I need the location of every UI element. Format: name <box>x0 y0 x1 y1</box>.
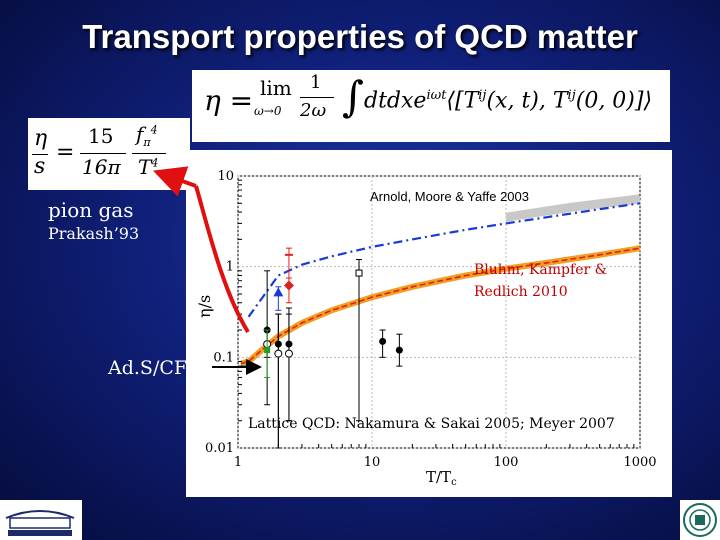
eta-kubo-formula: η = lim ω→0 1 2ω ∫ dtdxeiωt⟨[Tij(x, t), … <box>192 70 670 142</box>
eta-num: η <box>34 126 48 151</box>
slide-title: Transport properties of QCD matter <box>82 18 638 55</box>
point-layer <box>263 247 403 449</box>
frac-bar <box>300 97 334 98</box>
lattice-point-open-circle <box>274 349 283 358</box>
frac-numerator: 1 <box>310 72 322 93</box>
y-tick-label: 1 <box>226 260 234 275</box>
lattice-point-filled-circle <box>395 346 403 354</box>
adscft-label: Ad.S/CFT <box>108 357 200 379</box>
lattice-point-green-square <box>264 347 271 354</box>
f-pi: fπ4 <box>136 122 158 149</box>
y-tick-label: 0.1 <box>213 350 234 365</box>
integrand: dtdxeiωt⟨[Tij(x, t), Tij(0, 0)]⟩ <box>364 88 653 114</box>
eta-symbol: η = <box>204 84 254 117</box>
integral-sign: ∫ <box>342 72 364 121</box>
y-axis-label: η/s <box>195 295 214 318</box>
x-tick-label: 1000 <box>623 455 656 470</box>
equals-sign: = <box>56 140 75 165</box>
bluhm-label-line1: Bluhm, Kampfer & <box>474 262 608 278</box>
y-tick-label: 10 <box>217 169 234 184</box>
frac-bar-1 <box>32 154 48 155</box>
s-den: s <box>34 154 46 179</box>
berkeley-lab-logo <box>0 500 82 540</box>
fifteen: 15 <box>88 124 114 148</box>
bluhm-curve <box>240 247 641 365</box>
amy-curve <box>247 202 641 318</box>
pion-gas-arrow-head <box>152 166 197 197</box>
lattice-point-open-circle <box>284 349 293 358</box>
pion-gas-label: pion gas <box>48 198 134 222</box>
prakash-label: Prakash’93 <box>48 224 140 243</box>
frac-bar-3 <box>132 153 166 154</box>
x-tick-label: 10 <box>364 455 381 470</box>
lattice-point-filled-circle <box>379 337 387 345</box>
tick-layer: 1 10 100 1000 0.01 0.1 1 10 <box>205 169 657 470</box>
arnold-label: Arnold, Moore & Yaffe 2003 <box>370 189 529 204</box>
lattice-point-open-square <box>355 269 363 277</box>
pion-gas-arrow-curve <box>194 185 250 334</box>
x-tick-label: 1 <box>234 455 242 470</box>
lattice-label: Lattice QCD: Nakamura & Sakai 2005; Meye… <box>248 416 615 432</box>
frac-denominator: 2ω <box>300 100 327 121</box>
frac-bar-2 <box>80 153 126 154</box>
y-tick-label: 0.01 <box>205 441 234 456</box>
university-seal-logo <box>680 500 720 540</box>
limit-subscript: ω→0 <box>254 104 282 118</box>
lattice-point-blue-triangle <box>273 287 284 297</box>
lim-text: lim <box>260 76 292 100</box>
x-tick-label: 100 <box>494 455 519 470</box>
T-four: T4 <box>138 155 159 179</box>
sixteen-pi: 16π <box>82 155 121 179</box>
amy-high-t-band <box>505 194 641 222</box>
bluhm-label-line2: Redlich 2010 <box>474 284 568 300</box>
x-axis-label: T/Tc <box>426 468 457 488</box>
eta-over-s-plot: 1 10 100 1000 0.01 0.1 1 10 T/Tc η/s <box>186 150 672 497</box>
